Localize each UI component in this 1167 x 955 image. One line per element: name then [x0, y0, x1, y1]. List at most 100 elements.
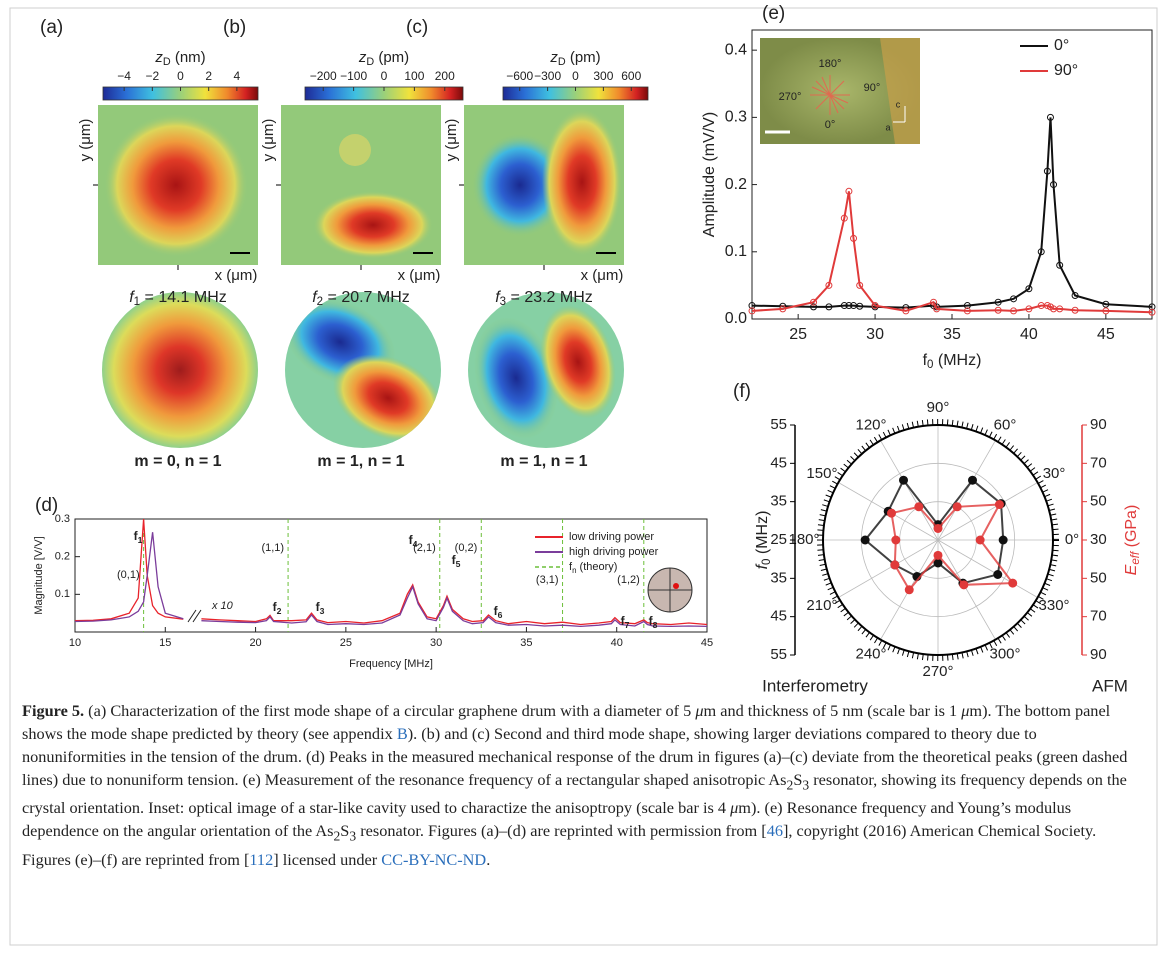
data-point: [845, 302, 853, 310]
caption-run: S: [793, 770, 803, 789]
x-tick-label: 40: [611, 637, 623, 649]
frequency-label-part: = 14.1 MHz: [140, 289, 227, 306]
data-point: [933, 550, 943, 560]
caption-run: ] licensed under: [273, 849, 382, 869]
right-axis-label-part: eff: [1130, 550, 1142, 565]
inset-label: 90°: [864, 82, 881, 94]
data-point: [952, 502, 962, 512]
angle-label: 30°: [1043, 465, 1066, 482]
caption-run[interactable]: B: [396, 724, 408, 743]
peak-label-part: 3: [320, 606, 325, 616]
left-axis-label-part: f: [754, 563, 771, 569]
caption-run: μ: [695, 701, 704, 720]
caption-run: ). (b) and (c) Second and third mode sha…: [22, 724, 1128, 789]
left-axis-label: f0 (MHz): [754, 511, 773, 570]
theory-label: (0,1): [117, 569, 140, 581]
angle-label: 90°: [927, 399, 950, 416]
caption-run: m and thickness of 5 nm (scale bar is 1: [703, 701, 962, 720]
caption-run[interactable]: CC-BY-NC-ND: [381, 849, 487, 869]
colorbar-title-part: D: [366, 56, 374, 68]
right-tick-label: 30: [1090, 531, 1107, 548]
y-tick-label: 0.2: [55, 551, 70, 563]
data-point: [933, 524, 943, 533]
peak-label-part: 7: [625, 620, 630, 630]
inset-label: a: [885, 122, 890, 132]
colorbar-title-part: D: [163, 56, 171, 68]
legend-label-part: f: [569, 561, 573, 573]
left-axis-label-part: (MHz): [754, 511, 771, 559]
colorbar-tick-label: −2: [145, 69, 159, 83]
peak-label-part: f: [316, 600, 321, 614]
caption-run: .: [486, 849, 491, 869]
x-axis-label: x (μm): [398, 267, 441, 284]
colorbar-title: zD (pm): [358, 49, 409, 68]
colorbar-tick-label: 600: [621, 69, 641, 83]
colorbar-tick-label: −100: [340, 69, 367, 83]
caption-run: 2: [786, 777, 794, 793]
inset-label: 180°: [819, 58, 842, 70]
colorbar-title-part: z: [154, 49, 163, 66]
angle-label: 300°: [989, 645, 1020, 662]
legend-label: low driving power: [569, 531, 654, 543]
panel-label: (d): [35, 495, 58, 516]
data-point: [930, 298, 938, 306]
axis-break: [187, 609, 202, 623]
panel-label: (c): [406, 17, 428, 38]
peak-label-part: 4: [413, 539, 418, 549]
x-axis-label-part: (MHz): [933, 352, 981, 369]
peak-label: f6: [494, 604, 503, 620]
x-axis-label-part: 0: [927, 359, 933, 371]
data-point: [1102, 307, 1110, 315]
caption-run: μ: [730, 798, 739, 818]
heatmaps: [98, 105, 624, 265]
data-point: [850, 234, 858, 242]
angle-label: 60°: [994, 417, 1017, 434]
angle-label: 120°: [855, 417, 886, 434]
angle-label: 330°: [1039, 597, 1070, 614]
theory-label: (2,1): [413, 542, 436, 554]
data-point: [825, 281, 833, 289]
inset-label: 270°: [779, 91, 802, 103]
colorbar-tick-label: 300: [593, 69, 613, 83]
caption-run: 3: [802, 777, 810, 793]
data-point: [887, 508, 897, 518]
colorbar-title-part: z: [358, 49, 367, 66]
y-axis-label: Magnitude [V/V]: [33, 536, 45, 614]
x-tick-label: 45: [701, 637, 713, 649]
peak-label: f3: [316, 600, 325, 616]
data-point: [933, 558, 943, 568]
peak-label-part: 8: [653, 620, 658, 630]
colorbar-tick-label: −300: [534, 69, 561, 83]
caption-run: resonator, showing its frequency depends…: [22, 770, 1127, 818]
colorbar-tick-label: −600: [506, 69, 533, 83]
data-point: [856, 281, 864, 289]
y-tick-label: 0.4: [725, 41, 747, 58]
left-tick-label: 35: [770, 493, 787, 510]
x-axis-label: f0 (MHz): [923, 352, 982, 371]
frequency-label-part: = 20.7 MHz: [323, 289, 410, 306]
colorbar-tick-label: −200: [310, 69, 337, 83]
caption-run[interactable]: 46: [766, 821, 783, 841]
x-tick-label: 35: [943, 326, 961, 343]
data-point: [1102, 300, 1110, 308]
grid-spoke: [838, 539, 939, 598]
peak-label-part: 6: [498, 610, 503, 620]
peak-label-part: f: [621, 614, 626, 628]
left-tick-label: 45: [770, 454, 787, 471]
mode-shapes: [102, 292, 624, 448]
right-tick-label: 90: [1090, 646, 1107, 663]
caption-run[interactable]: 112: [249, 849, 274, 869]
angle-label: 150°: [806, 465, 837, 482]
data-point: [1071, 291, 1079, 299]
data-point: [899, 475, 908, 485]
theory-label: (0,2): [455, 542, 478, 554]
x-tick-label: 10: [69, 637, 81, 649]
colorbar-title-part: (pm): [374, 49, 409, 66]
data-point: [968, 475, 977, 485]
peak-label-part: f: [452, 553, 457, 567]
y-tick-label: 0.3: [55, 513, 70, 525]
data-point: [963, 302, 971, 310]
data-point: [904, 585, 914, 595]
frequency-label-part: 1: [134, 296, 140, 308]
colorbar-tick-label: 0: [381, 69, 388, 83]
